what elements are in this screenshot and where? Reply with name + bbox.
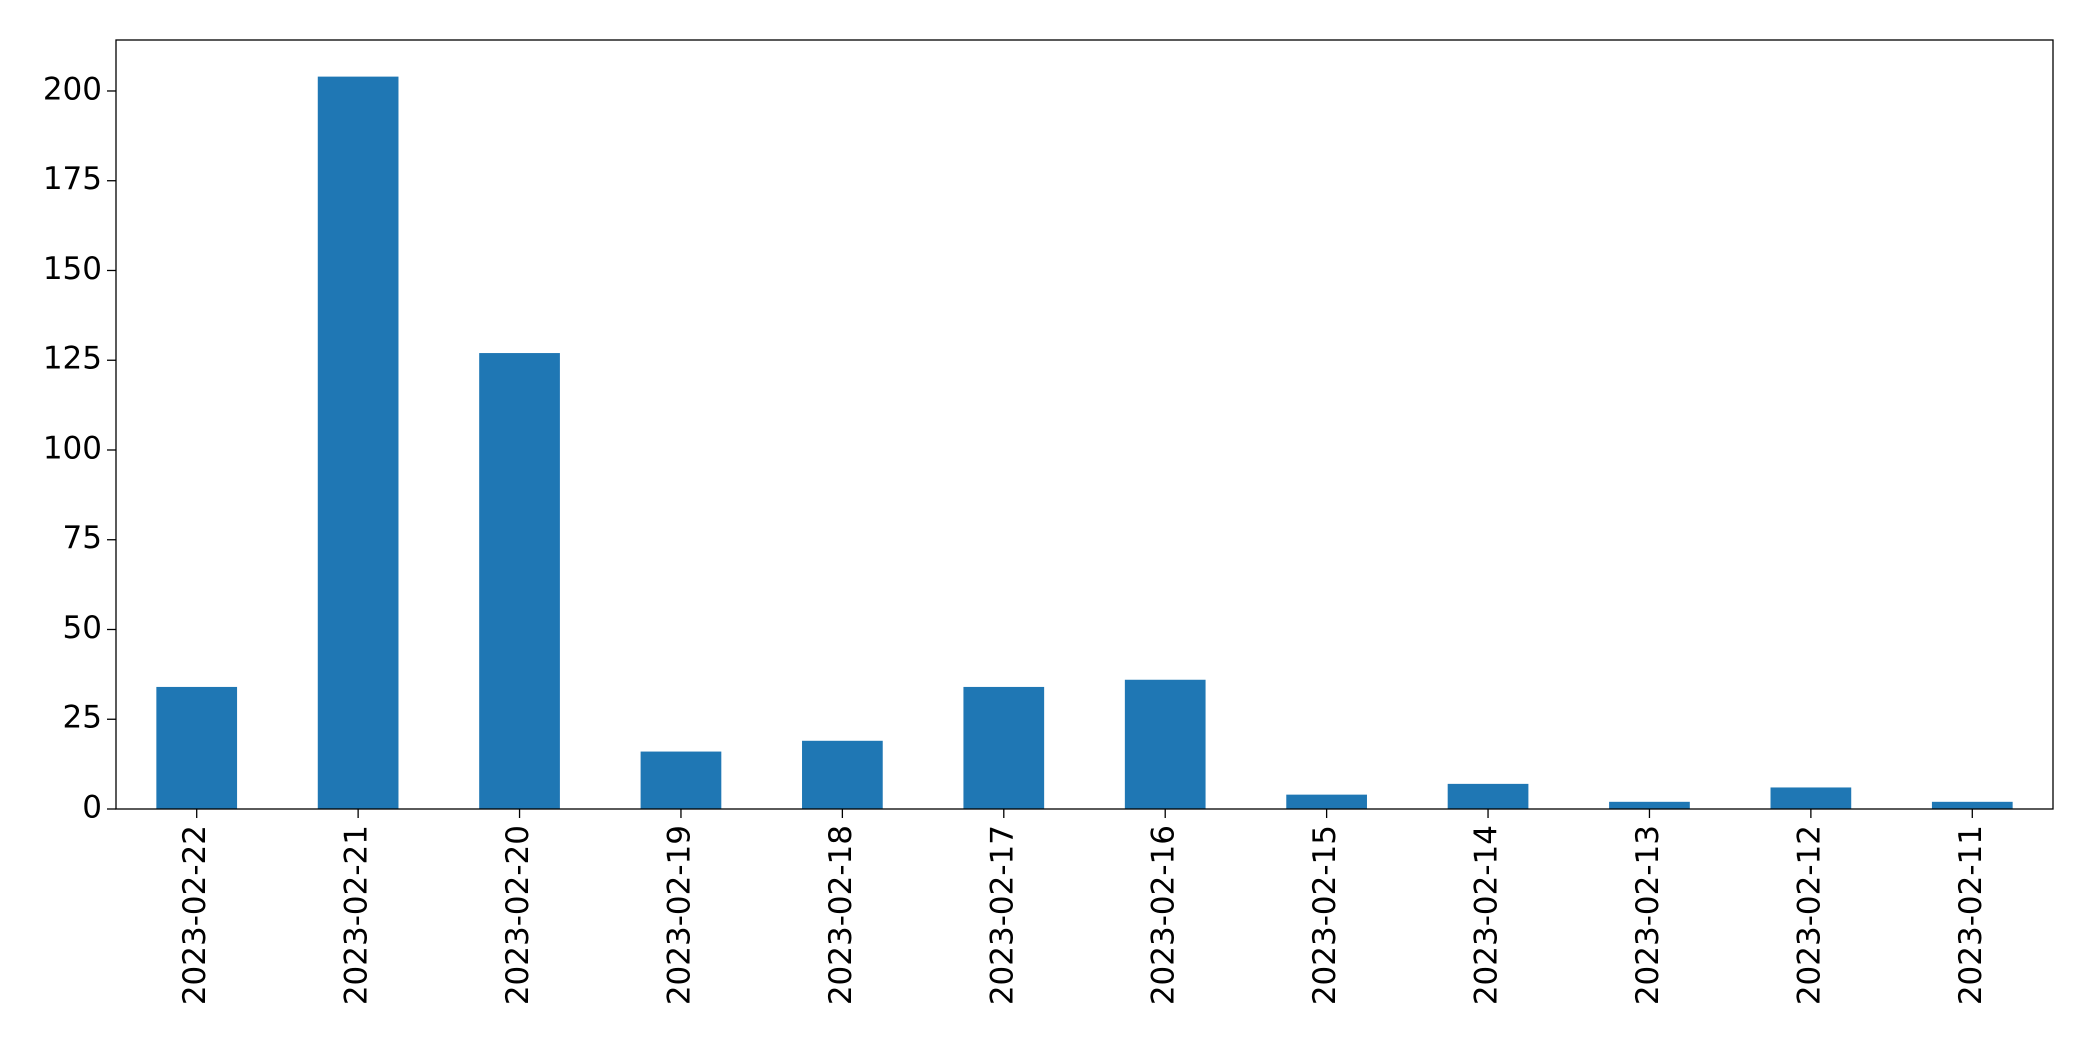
y-tick-label: 0 — [82, 790, 102, 826]
bar — [1124, 679, 1206, 809]
bar — [317, 76, 399, 810]
bar — [1770, 787, 1852, 809]
bar — [640, 751, 722, 809]
bar — [1447, 783, 1529, 809]
x-tick-label: 2023-02-13 — [1630, 825, 1666, 1005]
bar — [1286, 794, 1367, 809]
y-tick-label: 25 — [63, 700, 102, 736]
bar — [1931, 801, 2013, 809]
x-tick-label: 2023-02-21 — [339, 825, 375, 1005]
y-tick-label: 200 — [43, 71, 102, 107]
bar — [963, 686, 1045, 809]
x-tick-label: 2023-02-16 — [1146, 825, 1182, 1005]
x-tick-label: 2023-02-20 — [500, 825, 536, 1005]
y-tick-label: 75 — [63, 520, 102, 556]
x-tick-label: 2023-02-19 — [661, 825, 697, 1005]
bar — [802, 740, 883, 809]
x-tick-label: 2023-02-22 — [177, 825, 213, 1005]
x-tick-label: 2023-02-18 — [823, 825, 859, 1005]
y-tick-label: 125 — [43, 341, 102, 377]
bar — [479, 353, 560, 809]
plot-frame — [115, 39, 2054, 810]
x-tick-label: 2023-02-14 — [1469, 825, 1505, 1005]
y-tick-label: 50 — [63, 610, 102, 646]
x-tick-label: 2023-02-12 — [1791, 825, 1827, 1005]
y-tick-label: 175 — [43, 161, 102, 197]
y-tick-label: 150 — [43, 251, 102, 287]
y-tick-label: 100 — [43, 430, 102, 466]
x-tick-label: 2023-02-15 — [1307, 825, 1343, 1005]
bar — [1609, 801, 1690, 809]
x-tick-label: 2023-02-17 — [984, 825, 1020, 1005]
x-tick-label: 2023-02-11 — [1953, 825, 1989, 1005]
bar — [156, 686, 238, 809]
